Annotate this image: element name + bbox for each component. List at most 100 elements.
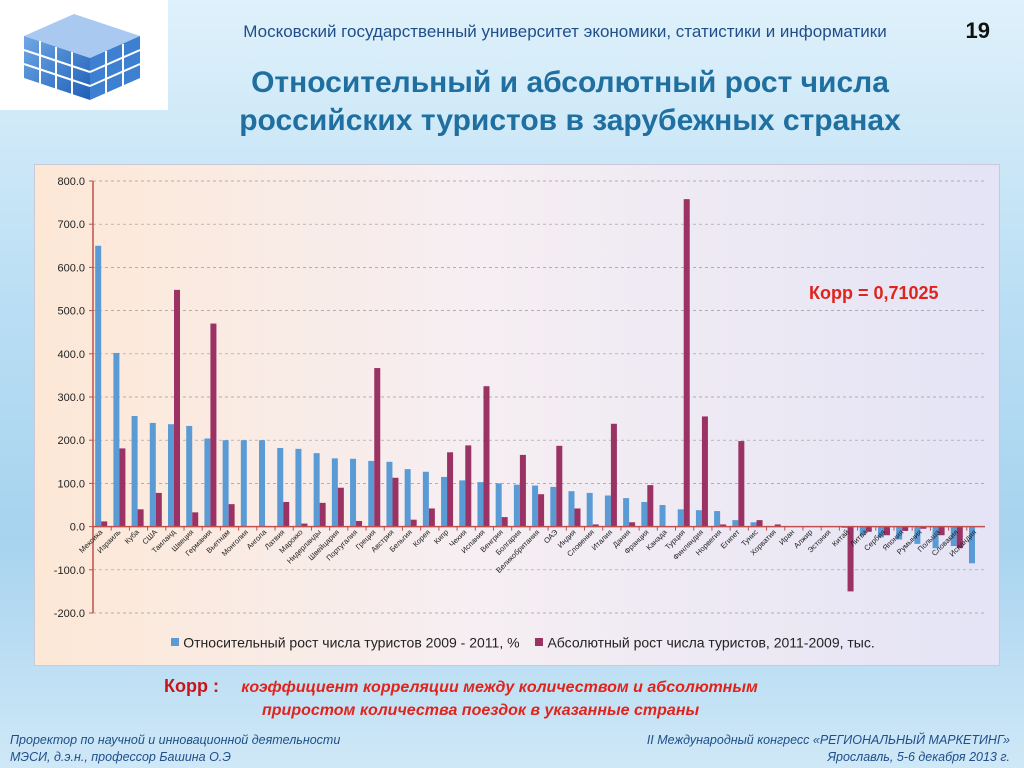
- bar-relative: [259, 440, 266, 527]
- bar-relative: [532, 485, 539, 527]
- university-logo: [0, 0, 168, 110]
- bar-absolute: [319, 502, 326, 527]
- bar-absolute: [938, 526, 945, 536]
- bar-relative: [968, 526, 975, 564]
- bar-relative: [422, 471, 429, 527]
- bar-absolute: [192, 512, 199, 527]
- legend-label-absolute: Абсолютный рост числа туристов, 2011-200…: [547, 634, 875, 651]
- bar-relative: [222, 440, 229, 527]
- slide-title: Относительный и абсолютный рост числа ро…: [170, 64, 970, 140]
- x-tick-label: Куба: [123, 527, 142, 546]
- legend-swatch-absolute: [535, 638, 544, 647]
- legend-swatch-relative: [171, 638, 180, 647]
- bar-relative: [604, 495, 611, 527]
- bar-absolute: [374, 368, 381, 527]
- bar-relative: [186, 425, 193, 527]
- bar-absolute: [556, 445, 563, 527]
- bar-absolute: [228, 504, 235, 527]
- y-tick-label: 600.0: [57, 262, 85, 274]
- bar-relative: [404, 469, 411, 527]
- bar-relative: [677, 509, 684, 527]
- bar-absolute: [738, 441, 745, 527]
- footnote: Корр : коэффициент корреляции между коли…: [164, 676, 924, 719]
- footer-right-line-1: II Международный конгресс «РЕГИОНАЛЬНЫЙ …: [646, 733, 1010, 747]
- bar-relative: [204, 438, 211, 527]
- correlation-value: Корр = 0,71025: [809, 283, 939, 303]
- bar-absolute: [865, 526, 872, 532]
- footer-left-line-2: МЭСИ, д.э.н., профессор Башина О.Э: [10, 750, 231, 764]
- bar-relative: [550, 486, 557, 527]
- bar-absolute: [683, 199, 690, 527]
- bar-absolute: [447, 452, 454, 527]
- y-tick-label: 800.0: [57, 176, 85, 188]
- bar-absolute: [756, 520, 763, 527]
- bar-relative: [641, 501, 648, 527]
- title-line-2: российских туристов в зарубежных странах: [239, 104, 901, 137]
- bar-absolute: [356, 520, 363, 527]
- bar-absolute: [592, 524, 599, 527]
- bar-absolute: [956, 526, 963, 549]
- footer-left: Проректор по научной и инновационной дея…: [10, 732, 340, 766]
- footnote-colon: :: [207, 676, 219, 696]
- bar-absolute: [465, 445, 472, 527]
- bar-absolute: [847, 526, 854, 592]
- bar-chart: 800.0 700.0 600.0 500.0 400.0 300.0 200.0 100.0…: [54, 176, 985, 620]
- title-line-1: Относительный и абсолютный рост числа: [251, 66, 889, 99]
- bar-absolute: [647, 485, 654, 527]
- bar-absolute: [519, 454, 526, 527]
- x-tick-label: Египет: [719, 527, 742, 550]
- y-tick-label: 400.0: [57, 349, 85, 361]
- bar-absolute: [902, 526, 909, 531]
- bar-relative: [750, 522, 757, 527]
- bar-relative: [568, 491, 575, 527]
- footer-right-line-2: Ярославль, 5-6 декабря 2013 г.: [827, 750, 1010, 764]
- bar-relative: [659, 505, 666, 527]
- footer-right: II Международный конгресс «РЕГИОНАЛЬНЫЙ …: [647, 732, 1010, 766]
- bar-absolute: [119, 448, 126, 527]
- y-tick-label: -100.0: [54, 565, 85, 577]
- bar-absolute: [574, 508, 581, 527]
- y-tick-label: 0.0: [70, 522, 85, 534]
- chart-legend: Относительный рост числа туристов 2009 -…: [35, 633, 999, 650]
- bar-relative: [459, 480, 466, 527]
- bar-relative: [240, 440, 247, 527]
- bar-relative: [732, 520, 739, 527]
- bar-absolute: [701, 416, 708, 527]
- bar-relative: [386, 461, 393, 527]
- bar-absolute: [629, 522, 636, 527]
- bar-absolute: [174, 289, 181, 527]
- bar-absolute: [501, 517, 508, 527]
- page-number: 19: [965, 18, 990, 43]
- bar-relative: [313, 453, 320, 527]
- legend-label-relative: Относительный рост числа туристов 2009 -…: [183, 634, 520, 651]
- y-tick-label: 500.0: [57, 306, 85, 318]
- bar-absolute: [155, 492, 162, 527]
- bar-absolute: [210, 323, 217, 527]
- y-tick-label: -200.0: [54, 608, 85, 620]
- bar-relative: [859, 526, 866, 536]
- y-tick-label: 700.0: [57, 219, 85, 231]
- university-name: Московский государственный университет э…: [243, 22, 887, 41]
- bar-absolute: [283, 501, 290, 527]
- y-tick-label: 200.0: [57, 435, 85, 447]
- logo-cubes-icon: [23, 14, 141, 100]
- bar-relative: [441, 476, 448, 527]
- bar-absolute: [720, 524, 727, 527]
- bar-absolute: [137, 509, 144, 527]
- bar-relative: [896, 526, 903, 540]
- bar-absolute: [101, 521, 108, 527]
- bar-relative: [695, 510, 702, 527]
- bar-absolute: [883, 526, 890, 536]
- bar-relative: [131, 416, 138, 527]
- bar-relative: [877, 526, 884, 538]
- bar-relative: [331, 458, 338, 527]
- y-tick-label: 300.0: [57, 392, 85, 404]
- bar-absolute: [483, 386, 490, 527]
- bar-relative: [495, 483, 502, 527]
- bar-relative: [368, 460, 375, 527]
- footnote-desc-line-1: коэффициент корреляции между количеством…: [241, 679, 758, 696]
- bar-relative: [914, 526, 921, 544]
- bar-relative: [277, 447, 284, 527]
- x-tick-label: Корея: [411, 528, 432, 549]
- bar-absolute: [610, 423, 617, 527]
